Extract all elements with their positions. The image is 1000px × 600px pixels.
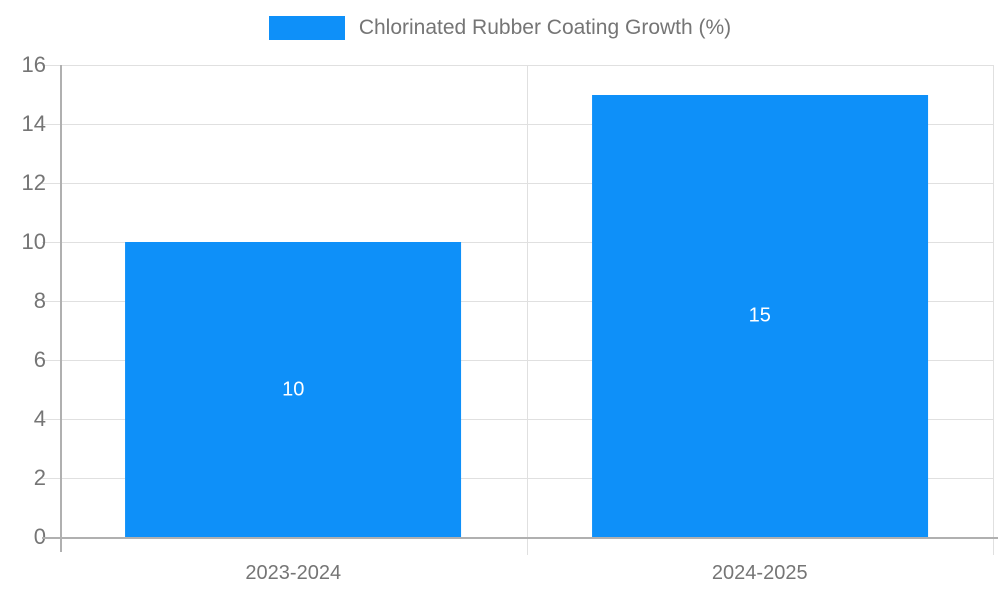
- bar: [125, 242, 462, 537]
- legend-swatch: [268, 16, 345, 40]
- y-gridline: [42, 65, 993, 66]
- x-tick-label: 2023-2024: [245, 562, 342, 584]
- y-axis-line: [60, 65, 62, 552]
- y-tick-label: 6: [33, 347, 46, 372]
- x-tick-label: 2024-2025: [711, 562, 808, 584]
- y-gridline: [42, 183, 993, 184]
- bar-value-label: 10: [282, 378, 305, 400]
- y-tick-label: 0: [33, 524, 46, 549]
- y-gridline: [42, 242, 993, 243]
- y-gridline: [42, 478, 993, 479]
- x-axis-line: [42, 537, 998, 539]
- y-tick-label: 4: [33, 406, 46, 431]
- y-tick-label: 14: [21, 111, 46, 136]
- y-tick-label: 16: [21, 52, 46, 77]
- y-gridline: [42, 360, 993, 361]
- bar: [591, 94, 928, 537]
- bar-value-label: 15: [748, 304, 771, 327]
- legend: Chlorinated Rubber Coating Growth (%): [0, 16, 1000, 40]
- y-tick-label: 8: [33, 288, 46, 313]
- y-tick-label: 12: [21, 170, 46, 195]
- category-boundary-gridline: [526, 65, 528, 555]
- y-tick-label: 10: [21, 229, 46, 254]
- y-gridline: [42, 124, 993, 125]
- legend-label: Chlorinated Rubber Coating Growth (%): [358, 16, 732, 39]
- category-boundary-gridline: [993, 65, 994, 555]
- y-tick-label: 2: [33, 465, 46, 490]
- y-gridline: [42, 301, 993, 302]
- y-gridline: [42, 419, 993, 420]
